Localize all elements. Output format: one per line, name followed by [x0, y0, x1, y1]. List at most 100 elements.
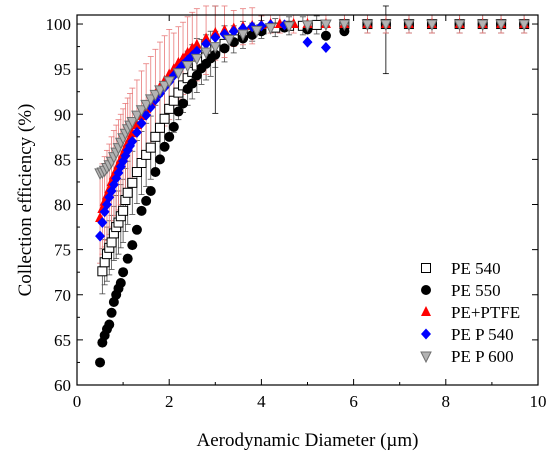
data-point-pe-p-600	[144, 94, 157, 107]
legend-label: PE P 540	[451, 325, 514, 344]
data-point-pe-p-600	[237, 29, 249, 42]
y-tick-label: 70	[54, 286, 71, 305]
data-point-pe-550	[339, 26, 350, 37]
data-point-pe-p-540	[131, 126, 142, 138]
data-point-pe-550	[115, 278, 126, 289]
data-point-pe-550	[320, 30, 331, 41]
data-point-pe-540	[118, 205, 129, 216]
data-point-pe-p-600	[163, 76, 176, 88]
data-point-pe-p-600	[403, 19, 415, 32]
data-point-pe-540	[106, 237, 117, 248]
y-tick-label: 80	[54, 196, 71, 215]
data-point-pe-550	[141, 195, 152, 206]
data-point-pe-550	[191, 70, 202, 81]
data-point-pe-540	[159, 113, 170, 124]
data-point-pe-540	[127, 177, 138, 188]
data-point-pe-p-600	[361, 19, 374, 32]
data-point-pe-p-600	[209, 42, 222, 54]
data-point-pe-p-600	[453, 19, 466, 32]
data-point-pe-p-600	[320, 19, 332, 32]
data-point-pe-p-600	[250, 25, 263, 38]
data-point-pe-550	[104, 319, 115, 330]
data-point-pe-p-600	[181, 61, 194, 73]
data-point-pe-p-600	[149, 89, 162, 102]
y-tick-label: 65	[54, 331, 71, 350]
data-point-pe-p-600	[264, 23, 277, 35]
data-point-pe-550	[131, 224, 142, 235]
data-point-pe-p-600	[135, 105, 148, 117]
data-point-pe-p-600	[131, 110, 143, 123]
data-point-pe-540	[311, 19, 322, 30]
x-tick-label: 6	[349, 392, 358, 411]
data-point-pe-p-540	[320, 41, 331, 53]
legend-marker	[421, 306, 431, 316]
data-point-pe-550	[187, 78, 198, 89]
y-tick-label: 90	[54, 105, 71, 124]
legend-marker	[421, 263, 431, 273]
data-point-pe-p-600	[301, 20, 314, 33]
x-tick-label: 8	[442, 392, 451, 411]
markers-layer	[94, 18, 530, 368]
legend-label: PE 550	[451, 281, 501, 300]
data-point-pe-p-540	[122, 144, 133, 156]
data-point-pe-ptfe	[131, 119, 142, 130]
legend-label: PE 540	[451, 259, 501, 278]
legend-label: PE+PTFE	[451, 303, 520, 322]
data-point-pe-550	[219, 43, 230, 54]
data-point-pe-550	[159, 141, 170, 152]
data-point-pe-550	[95, 357, 106, 368]
legend-marker	[421, 328, 431, 340]
data-point-pe-550	[168, 121, 179, 132]
data-point-pe-p-540	[210, 32, 221, 44]
data-point-pe-p-540	[127, 135, 138, 147]
y-tick-label: 85	[54, 150, 71, 169]
data-point-pe-p-600	[200, 47, 212, 60]
x-tick-label: 0	[73, 392, 82, 411]
x-tick-label: 10	[530, 392, 547, 411]
data-point-pe-p-600	[126, 116, 139, 129]
y-tick-label: 100	[46, 15, 72, 34]
data-point-pe-550	[122, 253, 133, 264]
data-point-pe-540	[131, 167, 142, 178]
data-point-pe-ptfe	[210, 27, 221, 38]
data-point-pe-p-600	[158, 80, 171, 93]
y-tick-label: 75	[54, 241, 71, 260]
data-point-pe-540	[154, 122, 165, 133]
data-point-pe-p-600	[172, 68, 185, 80]
data-point-pe-ptfe	[191, 38, 202, 49]
legend-label: PE P 600	[451, 347, 514, 366]
data-point-pe-540	[145, 142, 156, 153]
data-point-pe-550	[127, 240, 138, 251]
data-point-pe-p-600	[426, 19, 438, 32]
data-point-pe-p-600	[518, 19, 530, 32]
data-point-pe-p-600	[191, 53, 203, 66]
data-point-pe-p-540	[97, 217, 108, 229]
data-point-pe-ptfe	[201, 32, 212, 43]
y-tick-label: 95	[54, 60, 71, 79]
data-point-pe-550	[136, 205, 147, 216]
axes-layer: 0 2 4 6 8 10 60 65 70 75 80 85 90 95 100	[46, 14, 547, 411]
data-point-pe-550	[178, 98, 189, 109]
data-point-pe-p-540	[118, 155, 129, 167]
y-axis-title: Collection efficiency (%)	[15, 104, 36, 297]
data-point-pe-p-540	[228, 25, 239, 37]
data-point-pe-p-540	[201, 38, 212, 50]
data-point-pe-550	[106, 307, 117, 318]
legend: PE 540 PE 550 PE+PTFE PE P 540 PE P 600	[420, 259, 520, 366]
data-point-pe-550	[173, 106, 184, 117]
data-point-pe-540	[97, 266, 108, 277]
data-point-pe-p-600	[140, 99, 152, 112]
data-point-pe-540	[150, 131, 161, 142]
data-point-pe-550	[154, 154, 165, 165]
data-point-pe-p-540	[237, 23, 248, 35]
data-point-pe-p-600	[476, 19, 489, 32]
data-point-pe-550	[164, 131, 175, 142]
data-point-pe-p-540	[95, 230, 106, 242]
legend-marker	[420, 351, 432, 364]
legend-marker	[421, 285, 431, 295]
data-point-pe-p-600	[380, 19, 392, 32]
data-point-pe-550	[145, 185, 156, 196]
x-tick-label: 4	[257, 392, 266, 411]
data-point-pe-p-600	[154, 85, 166, 98]
